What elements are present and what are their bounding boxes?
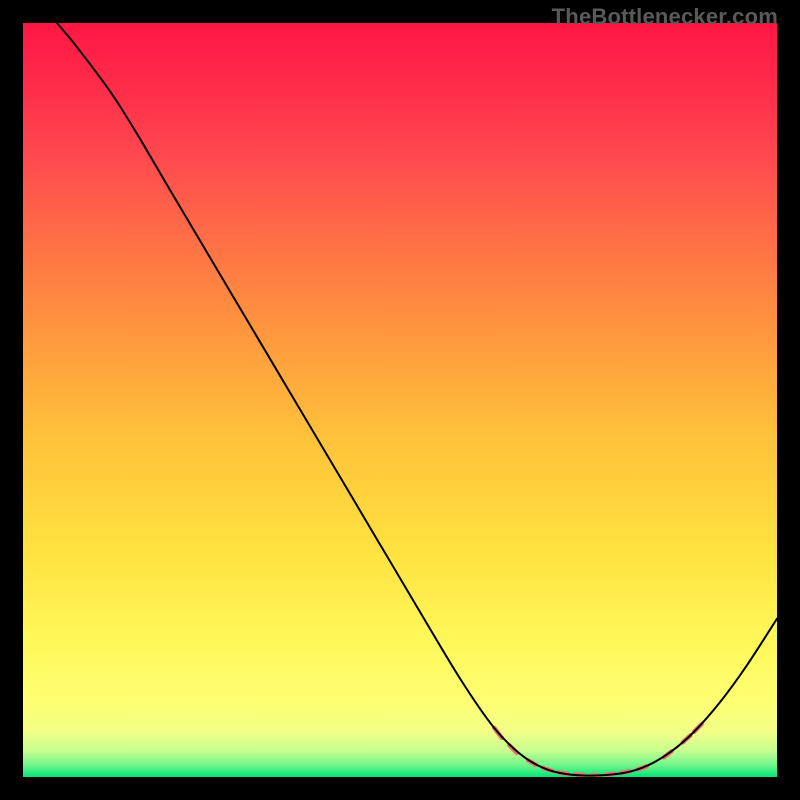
chart-plot-area — [23, 23, 777, 777]
chart-background — [23, 23, 777, 777]
chart-svg — [23, 23, 777, 777]
watermark-text: TheBottlenecker.com — [552, 4, 778, 30]
